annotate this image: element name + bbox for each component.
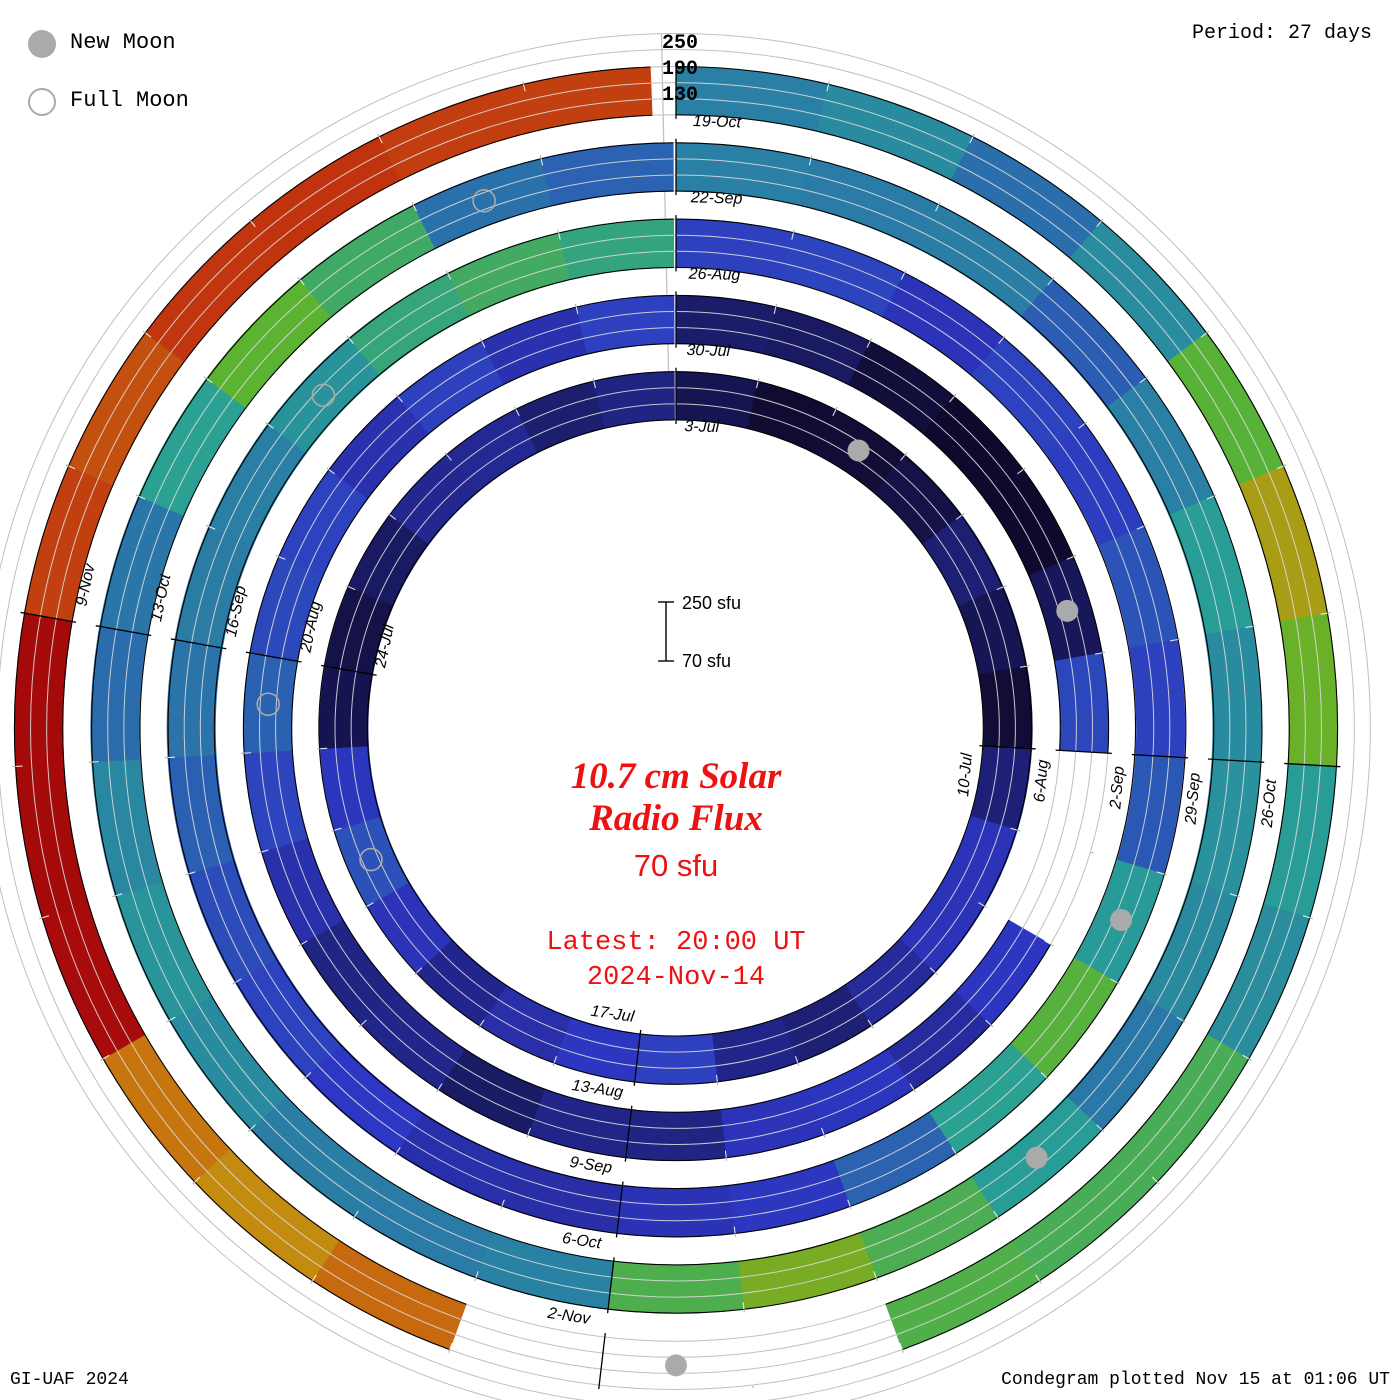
svg-text:26-Aug: 26-Aug (687, 266, 740, 284)
svg-text:19-Oct: 19-Oct (693, 113, 742, 131)
svg-text:30-Jul: 30-Jul (686, 342, 730, 360)
svg-text:22-Sep: 22-Sep (690, 189, 743, 207)
svg-text:250 sfu: 250 sfu (682, 596, 741, 613)
svg-text:3-Jul: 3-Jul (684, 418, 720, 436)
svg-text:70 sfu: 70 sfu (682, 651, 731, 671)
